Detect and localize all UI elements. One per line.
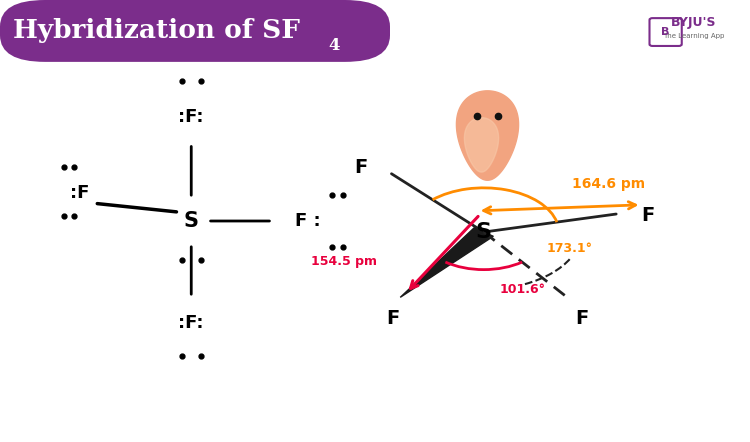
- Text: S: S: [476, 222, 492, 242]
- Text: F: F: [354, 158, 368, 177]
- Text: 164.6 pm: 164.6 pm: [572, 176, 645, 191]
- Text: 101.6°: 101.6°: [500, 283, 546, 296]
- Text: :F: :F: [70, 184, 89, 202]
- Text: 154.5 pm: 154.5 pm: [311, 255, 377, 268]
- FancyBboxPatch shape: [0, 0, 390, 62]
- Text: :F:: :F:: [178, 108, 204, 126]
- Text: S: S: [184, 211, 199, 231]
- Text: :F:: :F:: [178, 314, 204, 332]
- Text: B: B: [662, 27, 670, 37]
- Text: F: F: [640, 206, 654, 225]
- Text: 4: 4: [328, 37, 340, 54]
- Text: The Learning App: The Learning App: [663, 33, 724, 39]
- Text: Hybridization of SF: Hybridization of SF: [13, 18, 301, 42]
- Polygon shape: [464, 118, 499, 172]
- Text: F :: F :: [295, 212, 320, 230]
- Text: BYJU'S: BYJU'S: [671, 15, 716, 29]
- FancyBboxPatch shape: [650, 18, 682, 46]
- Text: F: F: [576, 309, 589, 328]
- Polygon shape: [400, 228, 494, 297]
- Text: F: F: [386, 309, 399, 328]
- Polygon shape: [457, 91, 518, 180]
- Text: 173.1°: 173.1°: [547, 242, 593, 255]
